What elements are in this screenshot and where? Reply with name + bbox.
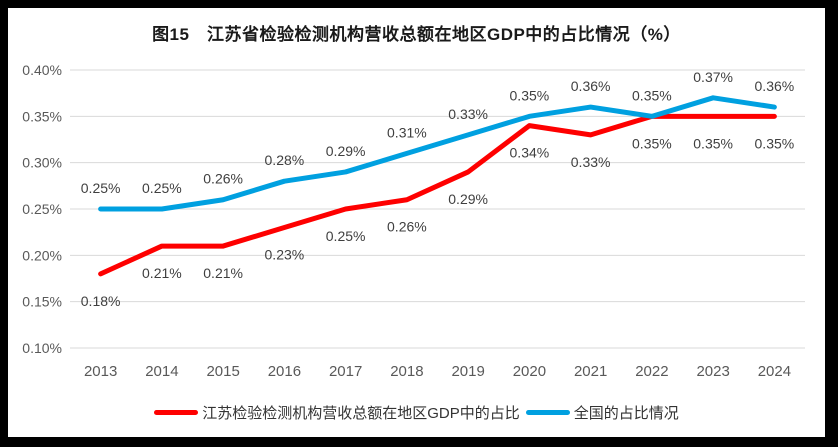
national-data-label: 0.35% (632, 87, 672, 103)
y-tick-label: 0.35% (22, 108, 62, 124)
national-data-label: 0.33% (448, 106, 488, 122)
jiangsu-data-label: 0.21% (203, 265, 243, 281)
national-data-label: 0.25% (142, 180, 182, 196)
x-tick-label: 2020 (513, 363, 546, 380)
x-tick-label: 2024 (758, 363, 791, 380)
y-tick-label: 0.30% (22, 155, 62, 171)
jiangsu-data-label: 0.23% (265, 247, 305, 263)
jiangsu-data-label: 0.25% (326, 228, 366, 244)
jiangsu-data-label: 0.18% (81, 293, 121, 309)
jiangsu-data-label: 0.35% (755, 135, 795, 151)
national-data-label: 0.31% (387, 124, 427, 140)
chart-page: 图15 江苏省检验检测机构营收总额在地区GDP中的占比情况（%） 0.40% 0.… (8, 8, 825, 437)
jiangsu-data-label: 0.21% (142, 265, 182, 281)
y-tick-label: 0.40% (22, 62, 62, 78)
national-data-label: 0.28% (265, 152, 305, 168)
national-data-label: 0.37% (693, 69, 733, 85)
y-tick-label: 0.15% (22, 294, 62, 310)
line-chart-canvas: 0.40% 0.35% 0.30% 0.25% 0.20% 0.15% 0.10% 2013 2… (22, 62, 805, 380)
jiangsu-line-swatch (154, 409, 199, 415)
jiangsu-data-label: 0.33% (571, 154, 611, 170)
jiangsu-series-line (98, 113, 777, 277)
national-data-label: 0.35% (510, 87, 550, 103)
legend-item-national: 全国的占比情况 (525, 402, 679, 423)
national-series-line (98, 95, 777, 212)
x-tick-label: 2022 (635, 363, 668, 380)
national-data-label: 0.25% (81, 180, 121, 196)
national-data-label: 0.36% (571, 78, 611, 94)
national-data-label: 0.26% (203, 171, 243, 187)
y-tick-label: 0.25% (22, 201, 62, 217)
x-tick-label: 2019 (451, 363, 484, 380)
national-data-label: 0.36% (755, 78, 795, 94)
x-tick-label: 2021 (574, 363, 607, 380)
chart-title: 图15 江苏省检验检测机构营收总额在地区GDP中的占比情况（%） (152, 25, 681, 44)
x-tick-label: 2015 (206, 363, 239, 380)
jiangsu-data-label: 0.29% (448, 191, 488, 207)
legend-item-jiangsu: 江苏检验检测机构营收总额在地区GDP中的占比 (154, 402, 520, 423)
legend-label-jiangsu: 江苏检验检测机构营收总额在地区GDP中的占比 (202, 404, 520, 422)
jiangsu-data-label: 0.35% (693, 135, 733, 151)
national-data-label: 0.29% (326, 143, 366, 159)
y-tick-label: 0.10% (22, 340, 62, 356)
x-tick-label: 2016 (268, 363, 301, 380)
jiangsu-data-label: 0.34% (510, 145, 550, 161)
y-tick-label: 0.20% (22, 247, 62, 263)
x-tick-label: 2023 (696, 363, 729, 380)
chart-legend: 江苏检验检测机构营收总额在地区GDP中的占比 全国的占比情况 (8, 400, 825, 424)
national-line-swatch (525, 409, 570, 415)
jiangsu-data-label: 0.26% (387, 219, 427, 235)
x-tick-label: 2018 (390, 363, 423, 380)
x-tick-label: 2014 (145, 363, 178, 380)
x-tick-label: 2013 (84, 363, 117, 380)
legend-label-national: 全国的占比情况 (573, 404, 679, 422)
x-tick-label: 2017 (329, 363, 362, 380)
jiangsu-data-label: 0.35% (632, 135, 672, 151)
